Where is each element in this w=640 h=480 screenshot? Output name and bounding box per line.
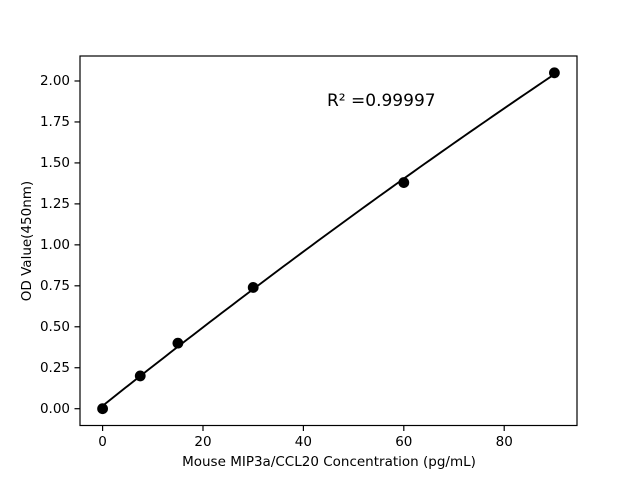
y-tick-label: 0.75 [39, 277, 70, 294]
data-point [247, 282, 259, 293]
x-tick-label: 0 [98, 434, 107, 450]
x-tick-label: 80 [495, 434, 513, 450]
y-tick-label: 1.75 [39, 113, 70, 130]
data-point [549, 67, 560, 79]
y-tick-label: 1.25 [39, 195, 70, 212]
data-point [172, 337, 184, 349]
y-tick-label: 0.00 [39, 400, 70, 417]
y-tick-label: 0.25 [39, 359, 70, 376]
x-tick-label: 60 [395, 434, 413, 450]
x-tick-label: 40 [294, 434, 312, 450]
y-tick-label: 2.00 [39, 72, 70, 89]
data-point [134, 370, 146, 382]
data-point [97, 403, 108, 415]
fit-line [101, 73, 555, 407]
x-axis-label: Mouse MIP3a/CCL20 Concentration (pg/mL) [182, 454, 476, 470]
r-squared-annotation: R² =0.99997 [327, 91, 436, 111]
y-tick-label: 0.50 [39, 318, 70, 335]
y-tick-label: 1.00 [39, 236, 70, 253]
plot-border [79, 55, 578, 427]
data-point [398, 177, 410, 188]
x-tick-label: 20 [194, 434, 212, 450]
y-tick-label: 1.50 [39, 154, 70, 171]
